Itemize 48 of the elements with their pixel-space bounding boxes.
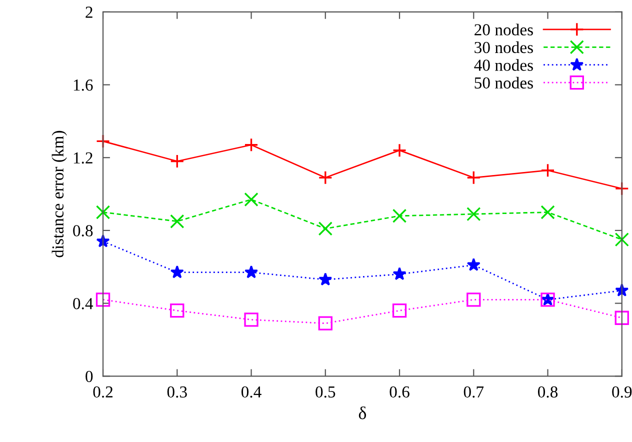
point xyxy=(466,292,481,307)
x-tick-label: 0.4 xyxy=(241,386,262,398)
point xyxy=(466,258,480,271)
point xyxy=(466,170,481,185)
point xyxy=(96,134,110,148)
point xyxy=(96,205,110,220)
point xyxy=(392,267,406,280)
point xyxy=(318,222,332,236)
point xyxy=(392,143,407,158)
x-tick-label: 0.9 xyxy=(612,386,632,398)
point xyxy=(244,312,258,327)
point xyxy=(540,163,555,178)
point xyxy=(614,181,629,196)
y-tick-label: 1.2 xyxy=(74,152,92,164)
legend-label: 30 nodes xyxy=(474,41,533,54)
x-tick-label: 0.2 xyxy=(93,386,113,398)
point xyxy=(614,232,629,247)
y-tick-label: 0.4 xyxy=(73,298,94,310)
point xyxy=(392,208,407,223)
point xyxy=(318,316,332,330)
point xyxy=(614,310,629,325)
y-tick-label: 2 xyxy=(86,6,92,18)
y-tick-label: 0 xyxy=(86,370,93,382)
x-tick-label: 0.6 xyxy=(390,386,410,398)
point xyxy=(170,304,184,318)
y-tick-label: 1.6 xyxy=(74,80,93,91)
point xyxy=(318,170,332,185)
point xyxy=(540,205,555,220)
point xyxy=(244,265,258,278)
point xyxy=(466,206,481,222)
point xyxy=(170,214,184,228)
x-tick-label: 0.8 xyxy=(538,386,558,398)
point xyxy=(96,292,110,307)
x-axis-title: δ xyxy=(358,406,366,420)
legend-label: 40 nodes xyxy=(474,59,533,71)
point xyxy=(244,192,258,207)
point xyxy=(318,272,332,286)
point xyxy=(244,138,258,152)
x-tick-label: 0.5 xyxy=(316,386,336,398)
point xyxy=(170,154,184,168)
point xyxy=(170,265,184,278)
x-tick-label: 0.7 xyxy=(464,386,484,398)
legend-label: 20 nodes xyxy=(474,24,533,36)
legend-label: 50 nodes xyxy=(474,76,533,89)
x-tick-label: 0.3 xyxy=(167,386,187,398)
y-tick-label: 0.8 xyxy=(73,225,93,236)
point xyxy=(392,304,407,318)
y-axis-title: distance error (km) xyxy=(52,130,67,258)
